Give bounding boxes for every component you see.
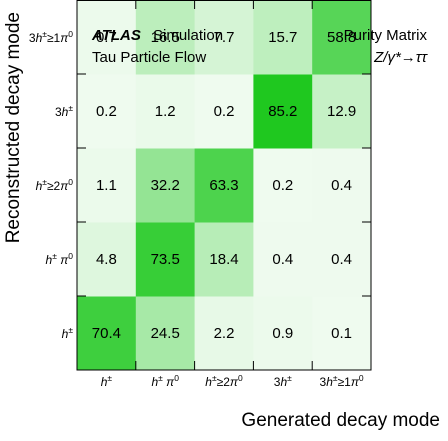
heatmap-cell (77, 296, 137, 371)
heatmap-cell (312, 74, 372, 149)
cell-value-label: 73.5 (151, 251, 180, 268)
cell-value-label: 18.4 (209, 251, 238, 268)
cell-value-label: 0.7 (96, 29, 117, 46)
cell-value-label: 0.4 (331, 251, 352, 268)
cell-value-label: 1.1 (96, 177, 117, 194)
heatmap-cell (135, 296, 196, 371)
cell-value-label: 85.2 (268, 103, 297, 120)
process-label: Z/γ*→ττ (373, 49, 428, 66)
cell-value-label: 12.9 (327, 103, 356, 120)
cell-value-label: 70.4 (92, 325, 121, 342)
heatmap-cell (135, 0, 196, 75)
heatmap-cell (253, 74, 313, 149)
atlas-label: ATLAS (91, 27, 141, 44)
subtitle-label: Tau Particle Flow (92, 49, 206, 66)
cell-value-label: 0.1 (331, 325, 352, 342)
heatmap-cell (312, 0, 372, 75)
x-tick-label: 3h± (274, 373, 292, 389)
cell-value-label: 63.3 (209, 177, 238, 194)
heatmap-cell (77, 148, 137, 223)
y-tick-label: h± π0 (46, 251, 74, 267)
x-tick-label: 3h±≥1π0 (320, 373, 364, 389)
cell-value-label: 0.4 (331, 177, 352, 194)
heatmap-cell (135, 222, 196, 297)
heatmap-cell (135, 74, 196, 149)
cell-value-label: 15.7 (268, 29, 297, 46)
x-tick-label: h± π0 (151, 373, 179, 389)
simulation-label: Simulation (153, 27, 223, 44)
y-tick-label: 3h±≥1π0 (29, 29, 73, 45)
heatmap-cell (77, 222, 137, 297)
x-tick-label: h±≥2π0 (205, 373, 243, 389)
cell-value-label: 0.4 (272, 251, 293, 268)
y-tick-label: h±≥2π0 (36, 177, 74, 193)
x-tick-label: h± (101, 373, 113, 389)
heatmap-cell (312, 296, 372, 371)
cell-value-label: 2.2 (214, 325, 235, 342)
heatmap-cell (77, 74, 137, 149)
y-axis-label: Reconstructed decay mode (3, 12, 24, 243)
heatmap-cell (253, 296, 313, 371)
heatmap-cell (194, 148, 254, 223)
chart-title: Purity Matrix (344, 27, 428, 44)
cell-value-label: 0.2 (272, 177, 293, 194)
cell-value-label: 32.2 (151, 177, 180, 194)
heatmap-cell (312, 148, 372, 223)
heatmap-cell (253, 0, 313, 75)
heatmap-cell (253, 222, 313, 297)
cell-value-label: 1.2 (155, 103, 176, 120)
heatmap-cell (77, 0, 137, 75)
heatmap-cell (194, 74, 254, 149)
heatmap-cell (194, 222, 254, 297)
heatmap-cell (312, 222, 372, 297)
x-axis-label: Generated decay mode (241, 410, 440, 431)
cell-value-label: 24.5 (151, 325, 180, 342)
y-tick-label: 3h± (55, 103, 73, 119)
cell-value-label: 7.7 (214, 29, 235, 46)
cell-value-label: 0.9 (272, 325, 293, 342)
cell-value-label: 4.8 (96, 251, 117, 268)
cell-value-label: 16.5 (151, 29, 180, 46)
cell-value-label: 0.2 (96, 103, 117, 120)
cell-value-label: 58.8 (327, 29, 356, 46)
y-tick-label: h± (62, 325, 74, 341)
heatmap-cell (194, 296, 254, 371)
heatmap-cell (135, 148, 196, 223)
heatmap-cell (253, 148, 313, 223)
cell-value-label: 0.2 (214, 103, 235, 120)
heatmap-cell (194, 0, 254, 75)
